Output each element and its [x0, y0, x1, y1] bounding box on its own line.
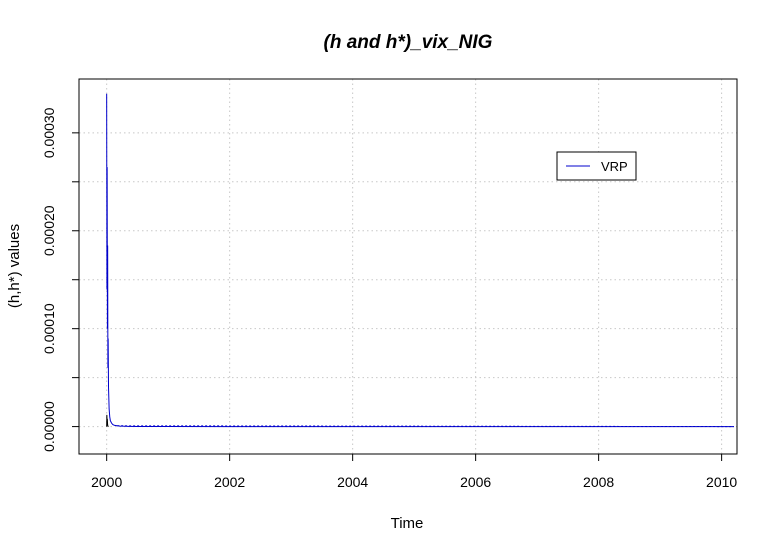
x-axis-label: Time	[391, 515, 424, 532]
y-tick-label: 0.00010	[41, 303, 57, 354]
plot-frame	[78, 78, 738, 455]
series-line-vrp	[106, 93, 734, 428]
x-tick-label: 2008	[583, 474, 614, 490]
legend-box	[556, 151, 637, 181]
x-tick-label: 2002	[214, 474, 245, 490]
y-axis-label: (h,h*) values	[6, 224, 23, 308]
legend-label-vrp: VRP	[601, 159, 628, 174]
y-tick-label: 0.00030	[41, 107, 57, 158]
y-axis: 0.00000 0.00010 0.00020 0.00030	[41, 107, 80, 452]
x-tick-label: 2004	[337, 474, 368, 490]
series-line-vrp-tail	[117, 425, 734, 428]
series-line-h1	[106, 414, 109, 427]
grid	[79, 79, 737, 454]
x-tick-label: 2000	[91, 474, 122, 490]
series-group	[106, 93, 734, 428]
y-tick-label: 0.00000	[41, 401, 57, 452]
y-tick-label: 0.00020	[41, 205, 57, 256]
chart-title: (h and h*)_vix_NIG	[324, 32, 493, 53]
x-axis: 2000 2002 2004 2006 2008 2010	[91, 453, 737, 490]
x-tick-label: 2010	[706, 474, 737, 490]
x-tick-label: 2006	[460, 474, 491, 490]
legend: VRP	[556, 151, 637, 181]
